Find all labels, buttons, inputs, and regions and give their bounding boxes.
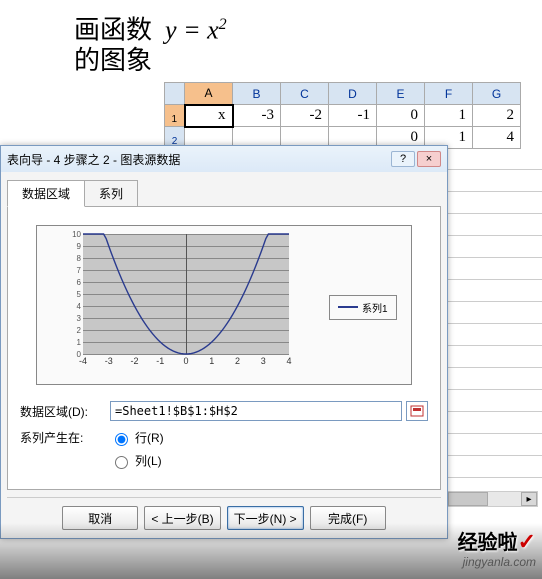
cell-c1[interactable]: -2 xyxy=(281,105,329,127)
range-ref-button[interactable] xyxy=(406,401,428,421)
close-button[interactable]: × xyxy=(417,151,441,167)
next-button[interactable]: 下一步(N) > xyxy=(227,506,304,530)
cell-e1[interactable]: 0 xyxy=(377,105,425,127)
tab-series[interactable]: 系列 xyxy=(84,180,138,207)
series-in-label: 系列产生在: xyxy=(20,429,110,469)
range-input[interactable] xyxy=(110,401,402,421)
help-button[interactable]: ? xyxy=(391,151,415,167)
cell-f1[interactable]: 1 xyxy=(425,105,473,127)
row-header-1[interactable]: 1 xyxy=(165,105,185,127)
finish-button[interactable]: 完成(F) xyxy=(310,506,386,530)
col-header-g[interactable]: G xyxy=(473,83,521,105)
col-header-d[interactable]: D xyxy=(329,83,377,105)
cell-g1[interactable]: 2 xyxy=(473,105,521,127)
row-option[interactable]: 行(R) xyxy=(110,429,164,446)
row-option-label: 行(R) xyxy=(135,429,164,446)
collapse-icon xyxy=(410,405,424,417)
watermark-text: 经验啦 xyxy=(458,532,518,554)
cell-g2[interactable]: 4 xyxy=(473,127,521,149)
row-radio[interactable] xyxy=(115,433,128,446)
col-option[interactable]: 列(L) xyxy=(110,452,164,469)
chart-plot: 012345678910 -4-3-2-101234 xyxy=(43,232,323,382)
watermark-url: jingyanla.com xyxy=(458,555,536,569)
empty-grid xyxy=(447,148,542,478)
formula-rhs-exp: 2 xyxy=(219,16,227,33)
cell-b1[interactable]: -3 xyxy=(233,105,281,127)
corner-cell[interactable] xyxy=(165,83,185,105)
formula-equals: = xyxy=(183,16,201,45)
watermark: 经验啦✓ jingyanla.com xyxy=(458,526,536,569)
col-header-c[interactable]: C xyxy=(281,83,329,105)
chart-preview: 012345678910 -4-3-2-101234 系列1 xyxy=(36,225,412,385)
scroll-right-arrow[interactable]: ▸ xyxy=(521,492,537,506)
col-header-a[interactable]: A xyxy=(185,83,233,105)
cell-a1[interactable]: x xyxy=(185,105,233,127)
chart-wizard-dialog: 表向导 - 4 步骤之 2 - 图表源数据 ? × 数据区域 系列 012345… xyxy=(0,145,448,539)
col-radio[interactable] xyxy=(115,456,128,469)
legend-label: 系列1 xyxy=(362,300,388,315)
formula-lhs: y xyxy=(165,16,177,45)
legend-swatch xyxy=(338,306,358,308)
col-header-e[interactable]: E xyxy=(377,83,425,105)
chart-legend: 系列1 xyxy=(329,295,397,320)
check-icon: ✓ xyxy=(518,529,536,554)
formula-suffix: 的图象 xyxy=(74,46,152,75)
horizontal-scrollbar[interactable]: ▸ xyxy=(447,491,538,507)
cell-d1[interactable]: -1 xyxy=(329,105,377,127)
range-label: 数据区域(D): xyxy=(20,403,110,420)
formula-prefix: 画函数 xyxy=(74,16,152,45)
col-option-label: 列(L) xyxy=(135,452,162,469)
dialog-titlebar[interactable]: 表向导 - 4 步骤之 2 - 图表源数据 ? × xyxy=(1,146,447,172)
scroll-thumb[interactable] xyxy=(448,492,488,506)
spreadsheet[interactable]: A B C D E F G 1 x -3 -2 -1 0 1 2 2 0 1 4 xyxy=(164,82,521,149)
tab-data-range[interactable]: 数据区域 xyxy=(7,180,85,207)
formula-rhs-base: x xyxy=(207,16,219,45)
dialog-title: 表向导 - 4 步骤之 2 - 图表源数据 xyxy=(7,151,389,168)
cancel-button[interactable]: 取消 xyxy=(62,506,138,530)
back-button[interactable]: < 上一步(B) xyxy=(144,506,220,530)
col-header-f[interactable]: F xyxy=(425,83,473,105)
col-header-b[interactable]: B xyxy=(233,83,281,105)
